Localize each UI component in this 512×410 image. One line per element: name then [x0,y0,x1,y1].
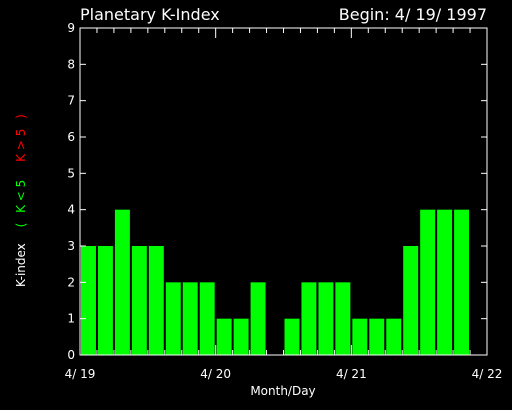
y-tick-label: 9 [67,21,75,35]
kp-bar [284,318,300,355]
x-tick-label: 4/ 21 [336,367,367,381]
y-axis-label-close-paren: ) [14,114,28,119]
y-axis-label-high: K > 5 [14,129,28,162]
kp-bar [216,318,232,355]
kp-bar [165,282,181,355]
y-axis-label-low: K < 5 [14,180,28,213]
kp-bar [81,246,96,355]
kp-bar [233,318,249,355]
kp-bar [352,318,368,355]
y-axis-label-prefix: K-index [14,243,28,287]
x-tick-labels: 4/ 19 4/ 20 4/ 21 4/ 22 [65,367,503,381]
kp-bar [114,209,130,355]
kp-bar [318,282,334,355]
x-tick-label: 4/ 22 [472,367,503,381]
bars-group [81,209,470,355]
kp-bar [437,209,453,355]
kp-bar [250,282,266,355]
y-tick-label: 0 [67,348,75,362]
y-tick-labels: 0 1 2 3 4 5 6 7 8 9 [67,21,75,362]
kp-bar [148,246,164,355]
y-tick-label: 7 [67,94,75,108]
kp-bar [420,209,436,355]
kp-bar [199,282,215,355]
y-axis-label-open-paren: ( [14,223,28,228]
begin-date-label: Begin: 4/ 19/ 1997 [339,5,487,24]
x-tick-label: 4/ 19 [65,367,96,381]
kp-bar [182,282,198,355]
y-tick-label: 4 [67,203,75,217]
axes-group [79,27,488,356]
y-axis-label: K-index ( K < 5 K > 5 ) [14,114,28,287]
kp-bar [403,246,419,355]
x-tick-label: 4/ 20 [200,367,231,381]
chart-title: Planetary K-Index [80,5,220,24]
y-tick-label: 1 [67,312,75,326]
y-tick-label: 8 [67,57,75,71]
kp-bar [386,318,402,355]
kp-bar [369,318,385,355]
y-tick-label: 6 [67,130,75,144]
kp-bar [301,282,317,355]
y-tick-label: 2 [67,275,75,289]
y-tick-label: 5 [67,166,75,180]
kp-bar [97,246,113,355]
kp-bar [335,282,351,355]
y-tick-label: 3 [67,239,75,253]
x-axis-label: Month/Day [250,384,315,398]
kp-bar [454,209,470,355]
kp-bar [131,246,147,355]
